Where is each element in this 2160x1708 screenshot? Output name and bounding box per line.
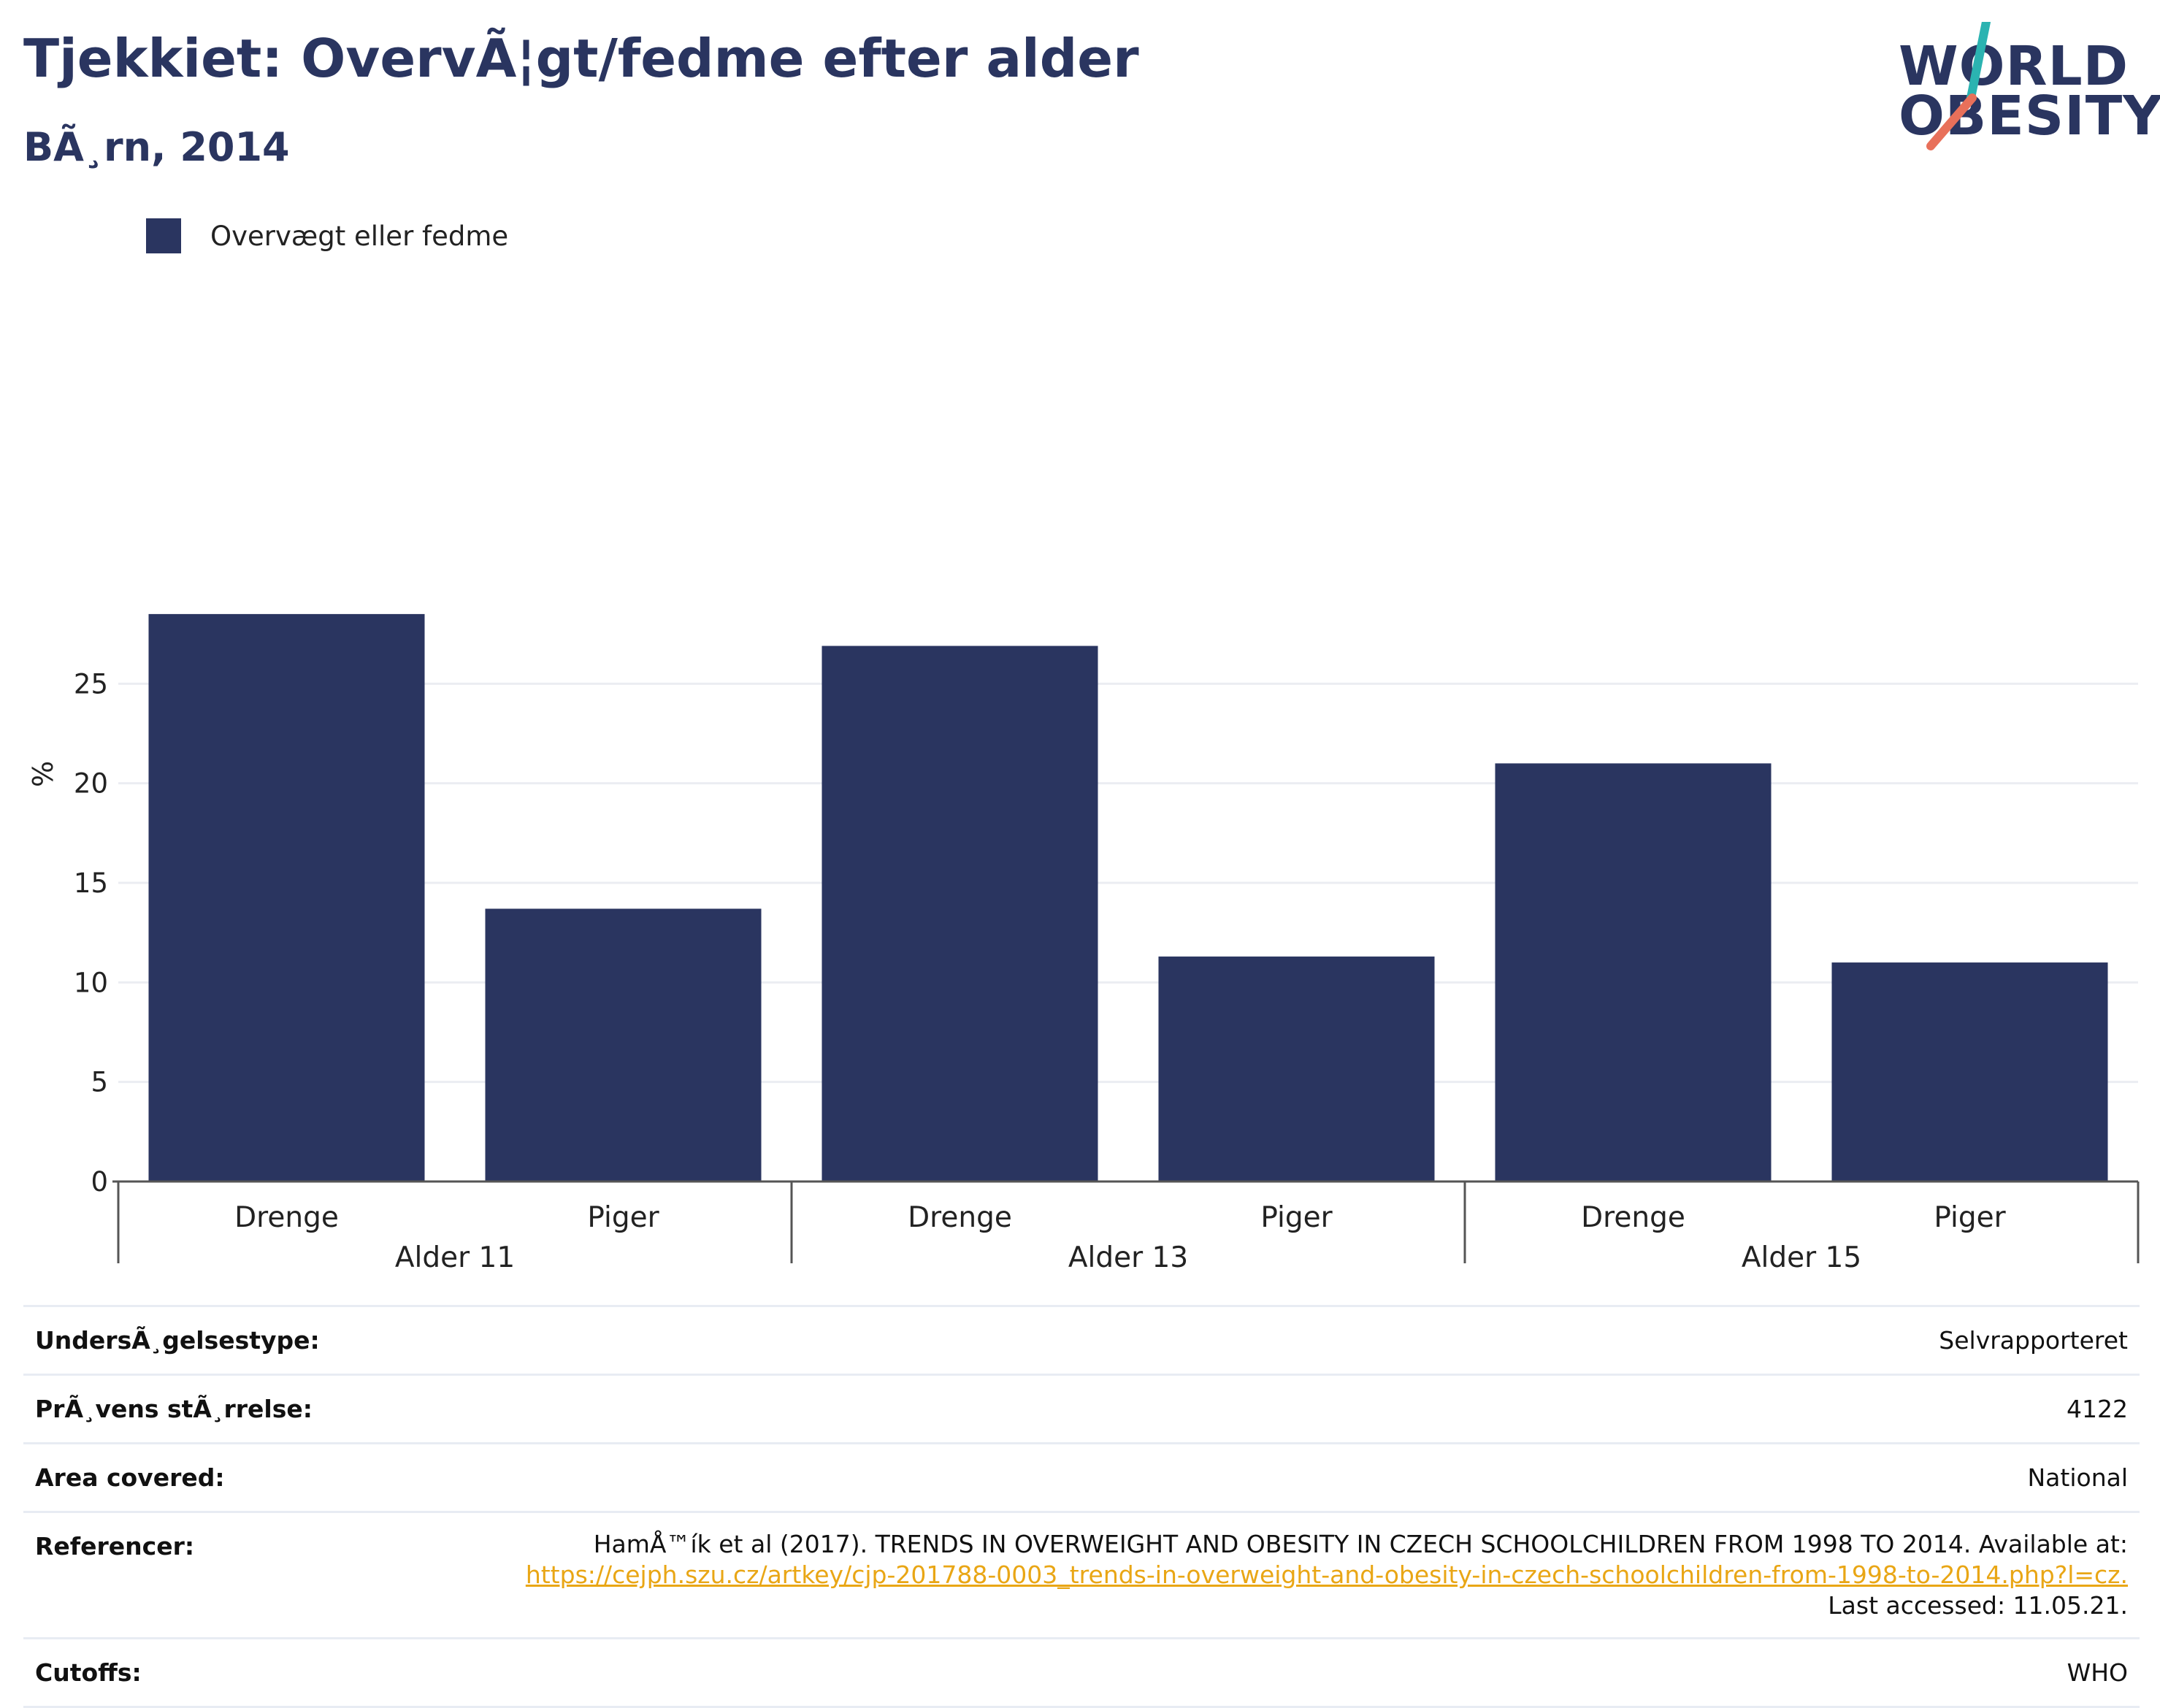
bar <box>148 613 425 1182</box>
y-tick-label: 10 <box>74 967 108 998</box>
group-label: Alder 13 <box>1068 1241 1188 1274</box>
meta-row-references: Referencer: HamÅ™ík et al (2017). TRENDS… <box>23 1511 2140 1637</box>
bar <box>485 908 762 1182</box>
x-tick-label: Drenge <box>1581 1201 1685 1234</box>
meta-key: Cutoffs: <box>35 1658 142 1687</box>
axes: 0 5 10 15 20 25 Drenge Piger Drenge Piger Drenge Pi… <box>74 668 2140 1274</box>
logo-slash-icon <box>1926 22 1991 150</box>
meta-value: 4122 <box>2067 1395 2128 1423</box>
y-tick-label: 5 <box>91 1067 108 1098</box>
meta-key: Referencer: <box>35 1532 195 1560</box>
y-tick-label: 0 <box>91 1166 108 1198</box>
bars <box>148 613 2108 1182</box>
world-obesity-logo: WORLD OBESITY <box>1899 22 2160 153</box>
page-subtitle: BÃ¸rn, 2014 <box>23 124 290 170</box>
meta-key: PrÃ¸vens stÃ¸rrelse: <box>35 1395 313 1423</box>
y-tick-label: 25 <box>74 668 108 700</box>
meta-value: Selvrapporteret <box>1939 1326 2128 1355</box>
x-tick-label: Piger <box>587 1201 659 1234</box>
reference-link[interactable]: https://cejph.szu.cz/artkey/cjp-201788-0… <box>525 1560 2128 1589</box>
page-title: Tjekkiet: OvervÃ¦gt/fedme efter alder <box>23 28 1139 89</box>
meta-key: UndersÃ¸gelsestype: <box>35 1326 320 1355</box>
grid-lines <box>118 682 2138 1084</box>
bar <box>1831 962 2108 1182</box>
reference-text: HamÅ™ík et al (2017). TRENDS IN OVERWEIG… <box>593 1530 2128 1558</box>
x-tick-label: Piger <box>1260 1201 1333 1234</box>
x-tick-label: Drenge <box>908 1201 1012 1234</box>
bar <box>1158 956 1435 1182</box>
bar <box>1495 763 1772 1182</box>
reference-accessed: Last accessed: 11.05.21. <box>1828 1591 2128 1620</box>
bar <box>822 646 1098 1182</box>
bar-chart: 0 5 10 15 20 25 Drenge Piger Drenge Piger Drenge Pi… <box>27 613 2140 1274</box>
meta-key: Area covered: <box>35 1463 225 1492</box>
meta-row-cutoffs: Cutoffs: WHO <box>23 1637 2140 1708</box>
chart-legend: Overvægt eller fedme <box>146 218 508 254</box>
reference-block: HamÅ™ík et al (2017). TRENDS IN OVERWEIG… <box>514 1513 2140 1637</box>
metadata-table: UndersÃ¸gelsestype: Selvrapporteret PrÃ¸… <box>23 1305 2140 1708</box>
y-tick-label: 20 <box>74 768 108 800</box>
y-tick-label: 15 <box>74 868 108 899</box>
x-tick-label: Drenge <box>234 1201 339 1234</box>
group-label: Alder 11 <box>395 1241 515 1274</box>
logo-line-1: WORLD <box>1899 35 2129 98</box>
meta-row-area: Area covered: National <box>23 1442 2140 1511</box>
meta-value: WHO <box>2067 1658 2128 1687</box>
x-tick-label: Piger <box>1934 1201 2006 1234</box>
group-label: Alder 15 <box>1742 1241 1861 1274</box>
y-axis-label: % <box>27 761 59 787</box>
meta-value: National <box>2027 1463 2128 1492</box>
legend-swatch <box>146 218 181 253</box>
meta-row-sample-size: PrÃ¸vens stÃ¸rrelse: 4122 <box>23 1374 2140 1442</box>
meta-row-survey-type: UndersÃ¸gelsestype: Selvrapporteret <box>23 1305 2140 1374</box>
legend-label: Overvægt eller fedme <box>210 220 509 252</box>
